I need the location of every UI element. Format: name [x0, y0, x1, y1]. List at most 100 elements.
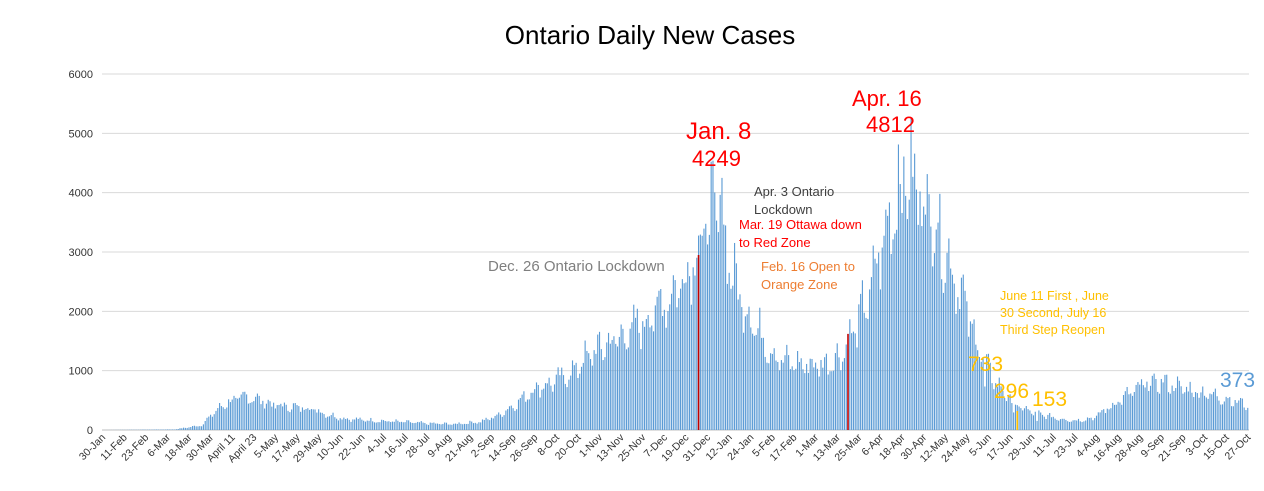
bar — [1079, 421, 1081, 430]
bar — [1142, 385, 1144, 430]
bar — [973, 319, 975, 430]
bar — [523, 391, 525, 430]
bar — [391, 421, 394, 430]
bar — [656, 296, 658, 430]
bar — [420, 421, 422, 430]
bar — [674, 280, 676, 430]
bar — [1155, 379, 1157, 430]
bar — [663, 309, 665, 430]
bar — [829, 371, 831, 430]
annotation-apr16-date: Apr. 16 — [852, 86, 922, 111]
bar — [652, 331, 655, 430]
bar — [483, 419, 485, 430]
bar — [1218, 400, 1220, 430]
bar — [224, 408, 226, 430]
bar — [287, 410, 289, 430]
bar — [269, 401, 271, 430]
bar — [1025, 406, 1027, 430]
bar — [1128, 394, 1130, 430]
bar — [1169, 393, 1171, 430]
bar — [923, 206, 925, 430]
bar — [1153, 373, 1155, 430]
bar — [1173, 390, 1175, 430]
bar — [1108, 409, 1110, 430]
bar — [310, 409, 312, 430]
bar — [620, 324, 622, 430]
bar — [1133, 392, 1135, 430]
bar — [550, 385, 552, 430]
bar — [1110, 408, 1112, 430]
annotation-value-373: 373 — [1220, 369, 1256, 392]
bar — [897, 144, 899, 431]
bar — [226, 407, 228, 430]
bar — [969, 321, 972, 430]
bar — [714, 192, 716, 430]
bar — [676, 307, 678, 430]
bar — [415, 422, 417, 430]
bar — [685, 282, 687, 430]
bar — [328, 416, 330, 430]
bar — [593, 350, 595, 430]
bar — [537, 384, 539, 430]
bar — [325, 417, 327, 430]
bar — [924, 214, 927, 430]
bar — [836, 343, 838, 430]
bar — [168, 429, 170, 430]
bar — [336, 418, 338, 430]
bar — [474, 422, 476, 430]
bar — [989, 362, 991, 430]
bar — [928, 194, 930, 430]
bar — [535, 382, 538, 430]
bar — [449, 424, 451, 430]
bar — [208, 416, 210, 430]
y-tick-label: 3000 — [69, 247, 93, 259]
bar — [651, 325, 653, 430]
bar — [197, 426, 199, 430]
bar — [417, 421, 419, 430]
bar — [1058, 420, 1060, 430]
annotation-jan8-value: 4249 — [692, 146, 741, 171]
bar — [849, 319, 851, 430]
annotation-apr16-value: 4812 — [866, 112, 915, 137]
bar — [161, 429, 163, 430]
bar — [1209, 393, 1211, 430]
bar — [606, 342, 608, 430]
bar — [906, 219, 908, 430]
bar — [1243, 407, 1245, 430]
bar — [1131, 395, 1134, 430]
bar — [647, 315, 649, 430]
bar — [1000, 386, 1002, 430]
bar — [256, 393, 258, 430]
bar — [903, 156, 905, 430]
bar — [872, 245, 874, 430]
bar — [941, 279, 943, 430]
bar — [977, 350, 979, 430]
bar — [435, 423, 437, 430]
bar — [274, 408, 276, 430]
bar — [172, 429, 174, 430]
bar — [818, 376, 820, 430]
bar — [881, 247, 883, 430]
bar — [327, 416, 329, 430]
bar — [1045, 418, 1047, 430]
bar — [354, 419, 356, 430]
bar — [372, 421, 374, 430]
bar — [878, 252, 880, 430]
bar — [725, 225, 727, 430]
bar — [1232, 406, 1234, 430]
bar — [1193, 397, 1195, 430]
bar — [237, 398, 239, 430]
bar — [1013, 412, 1015, 430]
bar — [708, 234, 710, 430]
bar — [1029, 410, 1031, 430]
bar — [1004, 397, 1006, 430]
bar — [512, 408, 514, 430]
x-tick-label: 23-Jul — [1052, 432, 1081, 461]
bar — [595, 353, 597, 430]
bar — [1034, 411, 1036, 430]
bar — [1167, 392, 1170, 430]
bar — [1040, 412, 1042, 430]
bar — [231, 399, 233, 430]
bar — [166, 429, 168, 430]
bar — [820, 359, 822, 430]
